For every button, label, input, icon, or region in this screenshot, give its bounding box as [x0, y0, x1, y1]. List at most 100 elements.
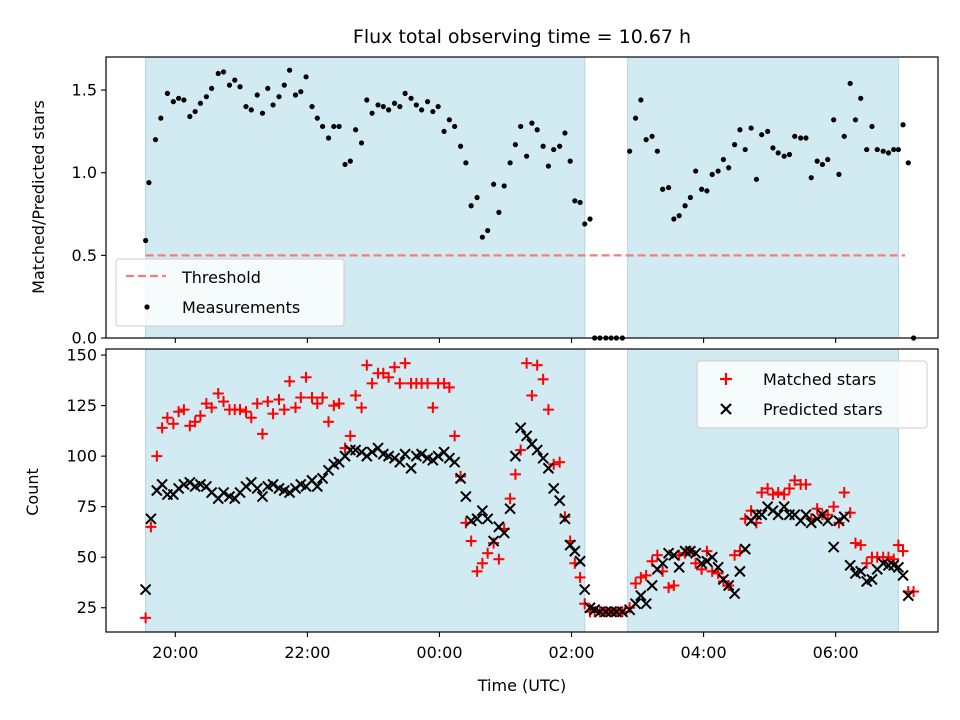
top-y-ticks: 0.0 0.5 1.0 1.5 [72, 81, 106, 348]
matched-star-point [251, 398, 263, 410]
measurement-point [699, 186, 705, 192]
matched-star-point [762, 482, 774, 494]
matched-star-point [333, 398, 345, 410]
measurement-point [748, 125, 754, 131]
legend-threshold-label: Threshold [181, 268, 261, 287]
matched-star-point [828, 501, 840, 513]
bottom-y-tick-label: 150 [66, 346, 97, 365]
predicted-star-point [569, 545, 581, 557]
matched-star-point [234, 404, 246, 416]
matched-star-point [531, 359, 543, 371]
measurement-point [164, 90, 171, 96]
predicted-star-point [520, 430, 533, 442]
measurement-point [413, 102, 419, 108]
matched-star-point [778, 489, 790, 501]
matched-star-point [712, 567, 724, 579]
matched-star-point [262, 396, 274, 408]
measurement-point [671, 216, 677, 222]
top-y-tick-label: 1.0 [72, 163, 97, 182]
measurement-point [551, 146, 557, 153]
matched-star-point [273, 394, 285, 406]
matched-star-point [290, 402, 302, 414]
top-y-axis-label: Matched/Predicted stars [29, 100, 48, 294]
predicted-star-point [574, 555, 586, 567]
matched-star-point [245, 412, 257, 424]
predicted-star-point [866, 573, 878, 586]
measurement-point [798, 135, 804, 141]
matched-star-point [383, 371, 395, 383]
measurement-point [638, 97, 644, 103]
predicted-star-point [897, 569, 909, 582]
matched-star-point [482, 547, 494, 559]
matched-star-point [267, 408, 279, 420]
measurements-points [143, 67, 917, 341]
shaded-interval-2 [627, 56, 899, 339]
measurement-point [319, 123, 326, 130]
x-tick-label: 00:00 [416, 643, 462, 662]
measurement-point [819, 161, 826, 168]
predicted-star-point [629, 597, 642, 610]
matched-star-point [640, 569, 652, 581]
predicted-star-point [553, 494, 566, 507]
measurement-point [402, 90, 408, 96]
predicted-star-point [481, 513, 494, 525]
matched-star-point [206, 402, 218, 414]
matched-star-point [311, 398, 323, 410]
predicted-star-point [712, 561, 724, 574]
matched-star-point [559, 511, 571, 523]
measurement-point [715, 168, 721, 174]
measurement-point [874, 146, 880, 153]
predicted-star-point [471, 513, 483, 525]
matched-star-point [844, 507, 856, 519]
legend-predicted-label: Predicted stars [763, 400, 883, 419]
matched-star-point [701, 545, 713, 557]
predicted-star-point [394, 456, 406, 468]
predicted-star-point [689, 547, 702, 559]
bottom-y-tick-label: 125 [66, 396, 97, 415]
measurement-point [237, 84, 243, 90]
matched-star-point [161, 412, 173, 424]
matched-star-point [399, 357, 411, 369]
measurement-point [430, 108, 436, 115]
matched-star-point [465, 535, 477, 547]
measurement-point [187, 113, 193, 120]
measurement-point [209, 85, 215, 92]
matched-star-point [344, 430, 356, 442]
matched-star-point [838, 487, 850, 499]
predicted-star-point [509, 450, 522, 462]
measurement-point [567, 158, 573, 164]
matched-star-point [422, 377, 434, 389]
measurement-point [895, 146, 901, 153]
measurement-point [146, 180, 152, 186]
measurement-point [759, 132, 765, 138]
measurement-point [726, 165, 732, 171]
bottom-y-tick-label: 25 [77, 598, 97, 617]
measurement-point [682, 203, 688, 209]
measurement-point [676, 213, 682, 219]
measurement-point [501, 183, 507, 189]
predicted-star-point [755, 509, 768, 521]
measurement-point [825, 156, 831, 163]
matched-star-point [521, 357, 533, 369]
predicted-star-point [728, 587, 741, 600]
matched-star-point [240, 406, 252, 418]
measurement-point [847, 80, 853, 87]
matched-star-point [328, 400, 340, 412]
matched-star-point [295, 392, 307, 404]
legend-measurements-label: Measurements [182, 298, 300, 317]
top-plot-frame [105, 56, 939, 339]
matched-star-point [635, 571, 647, 583]
measurement-point [192, 108, 198, 115]
measurement-point [770, 145, 776, 151]
measurement-point [479, 234, 485, 240]
measurement-point [446, 117, 452, 123]
measurement-point [753, 176, 760, 182]
legend-matched-swatch [720, 373, 732, 385]
matched-star-point [306, 392, 318, 404]
predicted-star-point [156, 478, 168, 491]
predicted-star-point [673, 561, 685, 574]
matched-star-point [189, 416, 201, 428]
matched-star-point [663, 582, 675, 594]
measurement-point [286, 67, 293, 73]
